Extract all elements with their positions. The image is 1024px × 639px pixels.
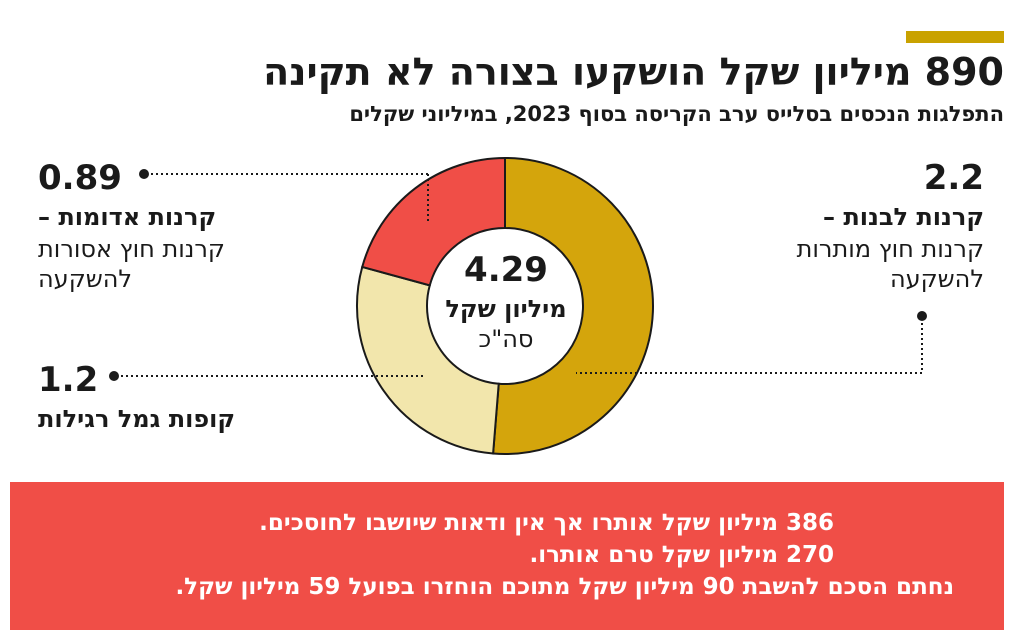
leader-dot-red [139,169,149,179]
leader-dot-provident [109,371,119,381]
leader-dot-white [917,311,927,321]
total-unit: מיליון שקל [445,295,567,323]
donut-chart [109,156,927,455]
slice-label-red: קרנות אדומות – [38,203,217,231]
total-note: סה"כ [478,325,534,353]
chart-subtitle: התפלגות הנכסים בסלייס ערב הקריסה בסוף 20… [349,102,1004,126]
slice-label-white: קרנות לבנות – [822,203,984,231]
slice-value-white: 2.2 [923,158,984,198]
footer-line: נחתם הסכם להשבת 90 מיליון שקל מתוכם הוחז… [175,574,954,600]
chart-title: 890 מיליון שקל הושקעו בצורה לא תקינה [263,50,1004,94]
accent-bar [906,31,1004,43]
slice-sublabel-white: קרנות חוץ מותרות להשקעה [796,235,984,293]
slice-value-provident: 1.2 [38,360,99,400]
footer-line: 386 מיליון שקל אותרו אך אין ודאות שיושבו… [259,510,834,536]
donut-slice-white [492,156,654,455]
donut-slice-provident [356,265,500,455]
total-value: 4.29 [464,250,548,290]
leader-lines [109,169,927,381]
donut-slice-red [361,156,506,287]
slice-sublabel-red: קרנות חוץ אסורות להשקעה [38,235,225,293]
footer-line: 270 מיליון שקל טרם אותרו. [529,542,834,568]
slice-value-red: 0.89 [38,158,122,198]
footer-note-box: 386 מיליון שקל אותרו אך אין ודאות שיושבו… [10,482,1004,630]
slice-label-provident: קופות גמל רגילות [38,405,236,433]
